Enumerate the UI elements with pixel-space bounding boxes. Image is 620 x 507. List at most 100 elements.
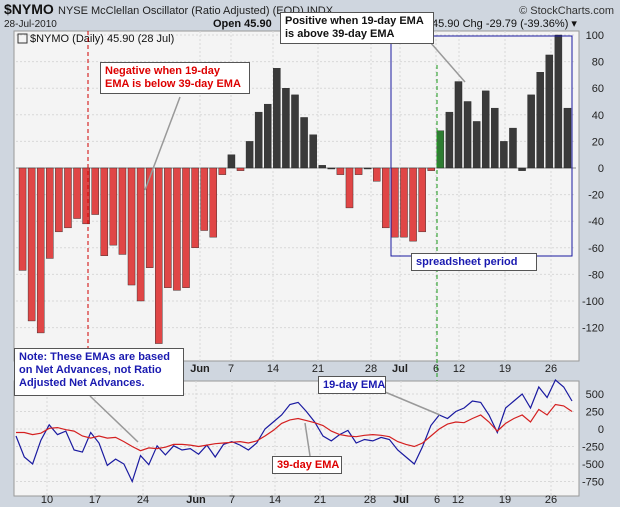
note-pointer	[89, 395, 139, 443]
bar	[327, 167, 336, 170]
bar	[264, 103, 272, 169]
bar	[518, 167, 526, 171]
ema39-callout: 39-day EMA	[272, 456, 342, 474]
main-x-tick-label: 6	[433, 363, 439, 375]
bar	[536, 72, 544, 169]
main-y-axis: 100 80 60 40 20 0 -20 -40 -60 -80 -100 -120	[582, 30, 604, 335]
positive-callout-line1: Positive when 19-day EMA	[285, 15, 424, 27]
bar	[55, 167, 63, 233]
open-label: Open 45.90	[213, 18, 272, 30]
main-y-tick-label: 100	[586, 30, 604, 42]
bar	[400, 167, 408, 238]
bar	[200, 167, 208, 231]
bar	[254, 111, 263, 169]
bar	[164, 167, 172, 288]
ema19-line	[15, 379, 573, 484]
main-y-tick-label: -60	[588, 243, 604, 255]
main-y-tick-label: 0	[598, 163, 604, 175]
bar	[73, 167, 81, 219]
positive-callout-line2: is above 39-day EMA	[285, 28, 395, 40]
ema-x-tick-label: 6	[434, 494, 440, 506]
bar	[363, 167, 372, 170]
main-x-tick-label: 7	[228, 363, 234, 375]
main-y-tick-label: -20	[588, 190, 604, 202]
spreadsheet-callout-label: spreadsheet period	[416, 256, 518, 268]
bar	[118, 167, 127, 255]
ema-grid	[16, 381, 576, 496]
note-line2: on Net Advances, not Ratio	[19, 364, 162, 376]
ema-y-tick-label: 0	[598, 424, 604, 436]
bar	[36, 167, 45, 334]
ema-x-tick-label: 14	[269, 494, 281, 506]
note-callout: Note: These EMAs are based on Net Advanc…	[14, 348, 184, 396]
ema-lines	[15, 379, 573, 484]
main-y-tick-label: -40	[588, 216, 604, 228]
bar	[418, 167, 426, 233]
main-y-tick-label: 60	[592, 83, 604, 95]
positive-pointer	[429, 41, 466, 83]
main-legend: $NYMO (Daily) 45.90 (28 Jul)	[30, 33, 174, 45]
bar	[136, 167, 145, 302]
bar	[46, 167, 54, 259]
chart-subtitle: NYSE McClellan Oscillator (Ratio Adjuste…	[58, 5, 334, 17]
main-y-tick-label: 20	[592, 136, 604, 148]
bar	[318, 165, 326, 169]
bar	[554, 34, 563, 169]
ema-x-tick-label: 12	[452, 494, 464, 506]
bar	[481, 90, 490, 169]
main-x-tick-label: 28	[365, 363, 377, 375]
main-x-tick-label: 26	[545, 363, 557, 375]
bar	[209, 167, 218, 238]
bar	[445, 111, 454, 169]
bar	[336, 167, 345, 175]
bar	[372, 167, 381, 182]
bar	[64, 167, 72, 229]
ema-y-tick-label: -250	[582, 442, 604, 454]
ema19-pointer	[384, 391, 441, 416]
bar	[182, 167, 190, 288]
bar	[300, 117, 308, 169]
ema-y-tick-label: -750	[582, 477, 604, 489]
bar	[291, 94, 299, 169]
bar	[282, 87, 290, 169]
bar	[391, 167, 399, 238]
ema39-callout-label: 39-day EMA	[277, 459, 340, 471]
bar	[18, 167, 27, 271]
main-y-tick-label: -80	[588, 269, 604, 281]
bar	[127, 167, 136, 286]
bar	[227, 154, 236, 169]
main-x-axis: Jun 7 14 21 28 Jul 6 12 19 26	[190, 363, 557, 375]
main-x-tick-label: 19	[499, 363, 511, 375]
ema-x-tick-label: 21	[314, 494, 326, 506]
main-x-tick-label: 12	[453, 363, 465, 375]
ema-x-tick-label: 7	[229, 494, 235, 506]
ema-panel	[13, 380, 580, 497]
symbol-title: $NYMO	[4, 1, 54, 17]
ema-y-tick-label: 500	[586, 389, 604, 401]
bar	[463, 101, 472, 169]
bar	[100, 167, 109, 256]
bar	[491, 107, 499, 169]
negative-pointer	[144, 96, 181, 191]
bar	[382, 167, 390, 229]
bar	[173, 167, 181, 291]
ema-x-tick-label: 19	[499, 494, 511, 506]
main-x-tick-label: Jun	[190, 363, 210, 375]
ema-x-tick-label: 26	[545, 494, 557, 506]
watermark: © StockCharts.com	[519, 5, 614, 17]
bar	[509, 127, 517, 169]
main-x-tick-label: 21	[312, 363, 324, 375]
bar	[472, 121, 481, 169]
legend-swatch	[17, 33, 28, 44]
main-y-tick-label: 80	[592, 57, 604, 69]
bar	[500, 141, 508, 169]
main-y-tick-label: 40	[592, 110, 604, 122]
main-y-tick-label: -100	[582, 296, 604, 308]
note-line3: Adjusted Net Advances.	[19, 377, 145, 389]
ema-x-tick-label: 10	[41, 494, 53, 506]
bar	[436, 130, 445, 169]
negative-callout-line1: Negative when 19-day	[105, 65, 220, 77]
ema39-pointer	[304, 422, 311, 457]
quote-tail: 45.90 Chg -29.79 (-39.36%) ▾	[432, 18, 577, 30]
ema-x-tick-label: Jun	[186, 494, 206, 506]
